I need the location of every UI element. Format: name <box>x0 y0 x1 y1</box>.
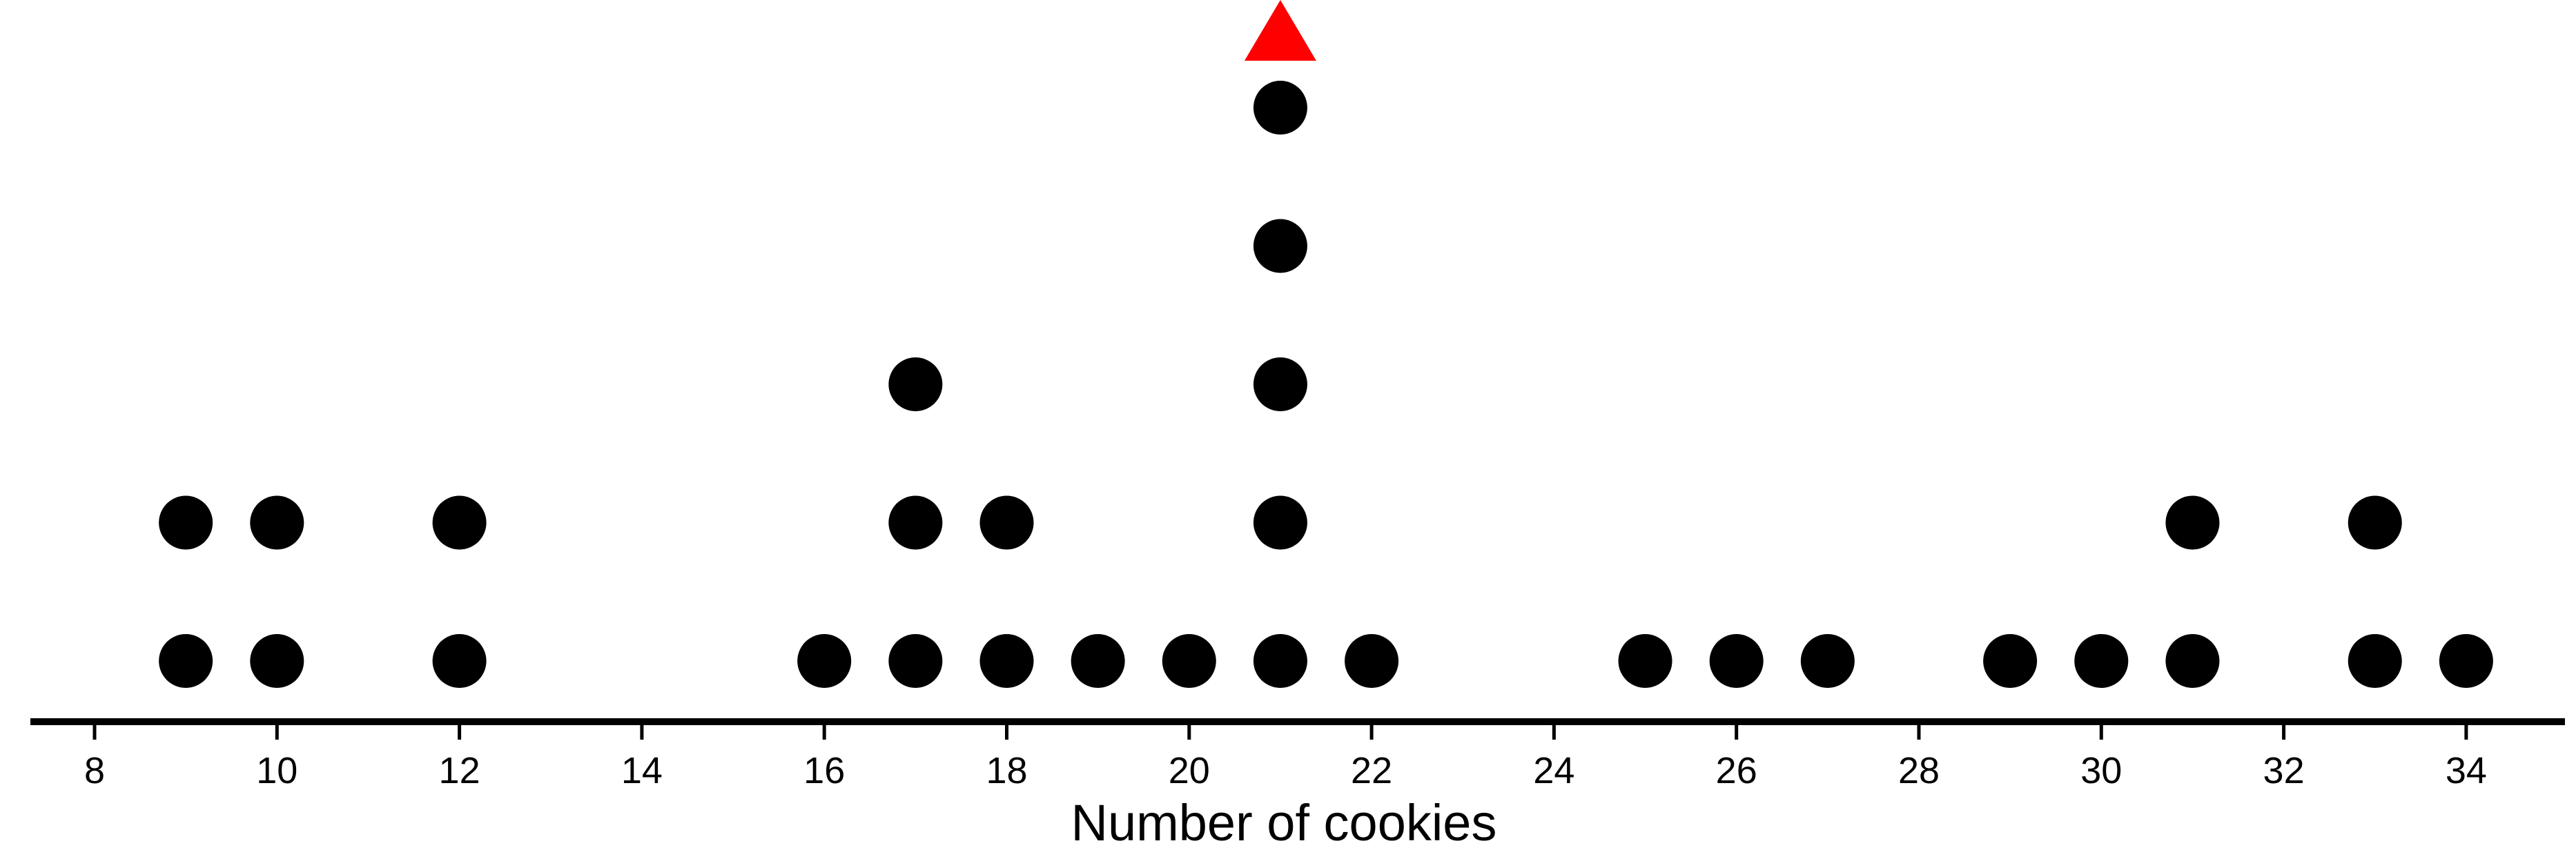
data-dot <box>888 357 943 411</box>
data-dot <box>432 634 487 688</box>
x-tick-label: 26 <box>1716 750 1757 791</box>
data-dot <box>1983 634 2038 688</box>
data-dot <box>2165 634 2220 688</box>
data-dot <box>1253 81 1307 135</box>
x-tick-label: 34 <box>2446 750 2487 791</box>
data-dot <box>1071 634 1125 688</box>
data-dot <box>888 634 943 688</box>
data-dot <box>2439 634 2493 688</box>
x-axis-tick-labels: 8 10 12 14 16 18 20 22 24 26 28 30 32 34 <box>84 750 2487 791</box>
x-tick-label: 32 <box>2263 750 2305 791</box>
data-dot <box>979 495 1034 550</box>
data-dot <box>1253 357 1307 411</box>
data-dot <box>1253 634 1307 688</box>
x-axis: 8 10 12 14 16 18 20 22 24 26 28 30 32 34 <box>30 718 2565 791</box>
data-dot <box>979 634 1034 688</box>
x-tick-label: 18 <box>986 750 1027 791</box>
data-dot <box>797 634 852 688</box>
x-axis-title: Number of cookies <box>1071 794 1497 851</box>
marker-layer <box>1244 0 1316 61</box>
dots-layer <box>159 81 2493 688</box>
data-dot <box>159 495 213 550</box>
x-tick-label: 20 <box>1169 750 1210 791</box>
data-dot <box>1345 634 1399 688</box>
data-dot <box>2165 495 2220 550</box>
data-dot <box>1618 634 1672 688</box>
data-dot <box>1253 495 1307 550</box>
data-dot <box>159 634 213 688</box>
data-dot <box>250 634 304 688</box>
data-dot <box>888 495 943 550</box>
x-tick-label: 8 <box>84 750 105 791</box>
x-tick-label: 22 <box>1351 750 1392 791</box>
data-dot <box>2348 495 2402 550</box>
data-dot <box>1709 634 1764 688</box>
x-tick-label: 12 <box>439 750 480 791</box>
x-axis-ticks <box>92 722 2468 740</box>
data-dot <box>1162 634 1216 688</box>
x-tick-label: 24 <box>1533 750 1574 791</box>
data-dot <box>2348 634 2402 688</box>
data-dot <box>2074 634 2129 688</box>
mean-marker-triangle <box>1244 0 1316 61</box>
data-dot <box>1253 219 1307 273</box>
x-tick-label: 28 <box>1898 750 1940 791</box>
x-tick-label: 14 <box>621 750 663 791</box>
data-dot <box>432 495 487 550</box>
data-dot <box>1800 634 1855 688</box>
data-dot <box>250 495 304 550</box>
x-tick-label: 16 <box>803 750 845 791</box>
x-tick-label: 10 <box>256 750 297 791</box>
x-tick-label: 30 <box>2080 750 2122 791</box>
